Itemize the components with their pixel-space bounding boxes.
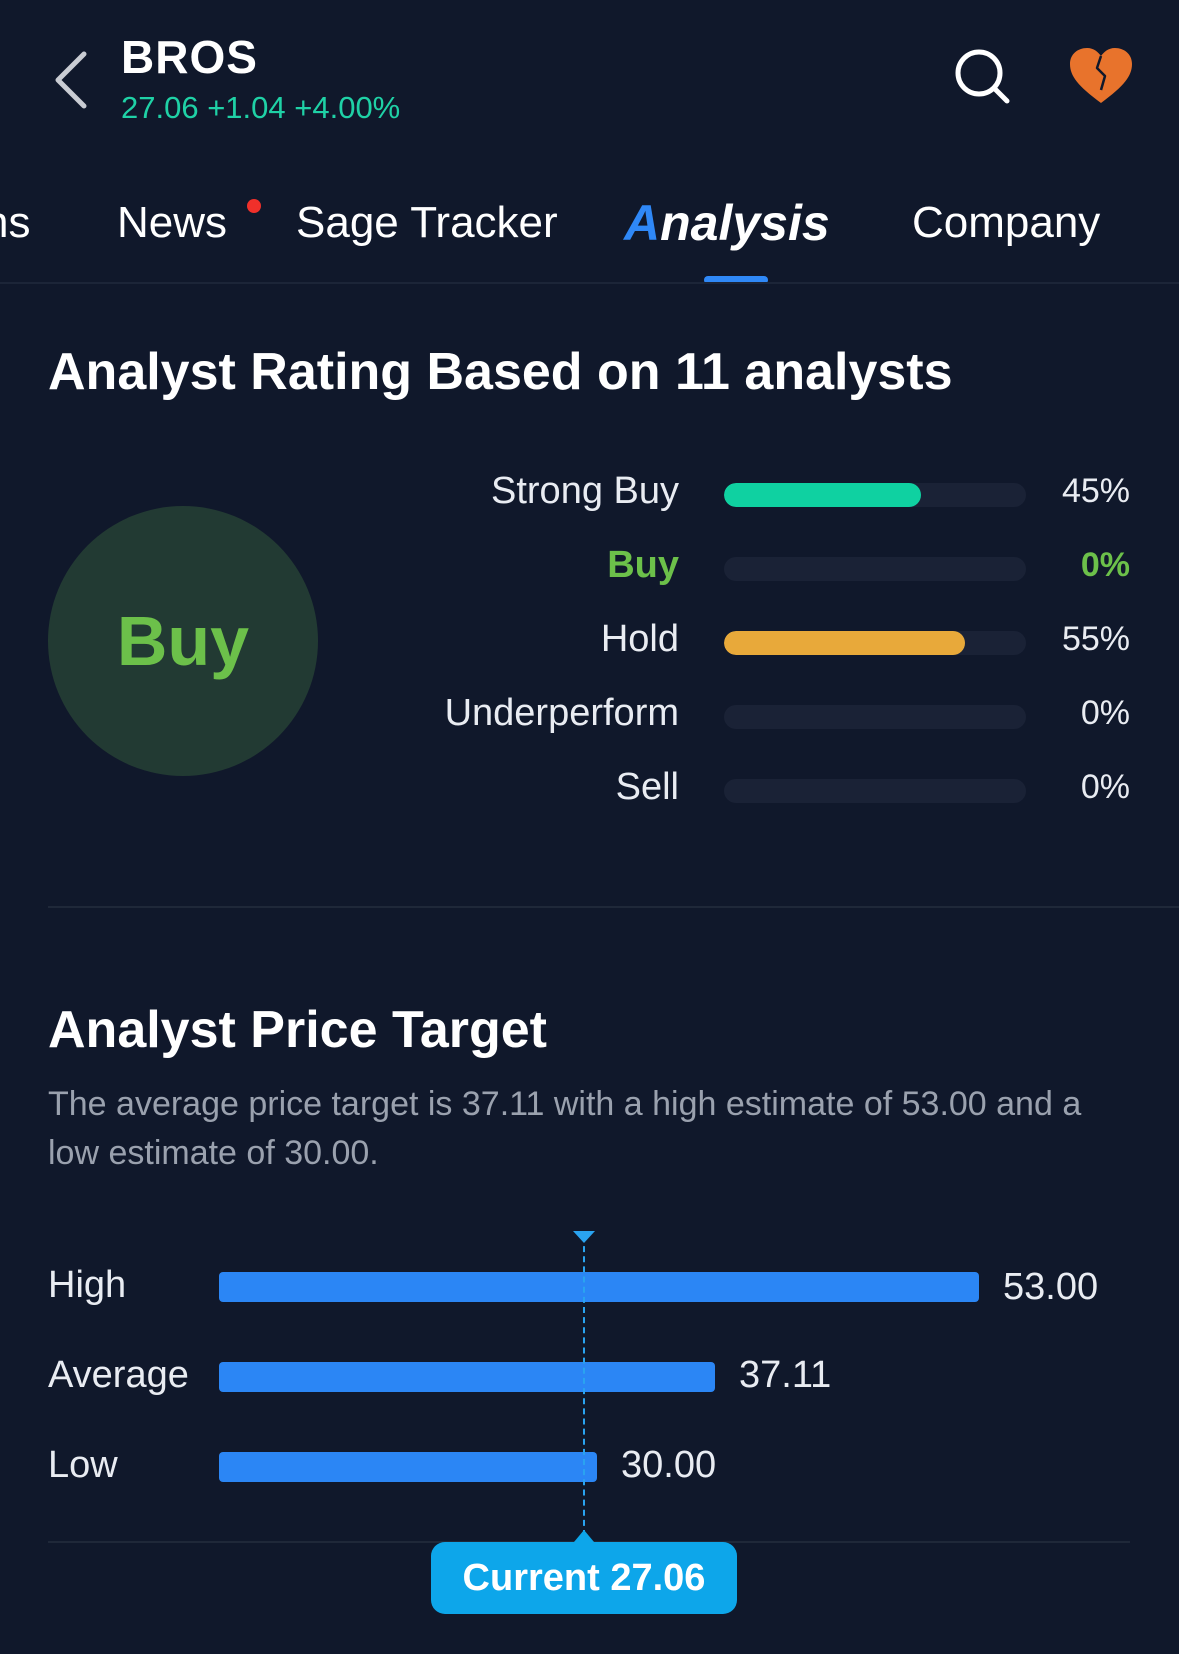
chevron-left-icon: [55, 51, 87, 109]
tab-news[interactable]: News: [117, 198, 228, 247]
price-target-description: The average price target is 37.11 with a…: [48, 1085, 1082, 1172]
price-quote: 27.06 +1.04 +4.00%: [121, 90, 401, 125]
rating-label: Underperform: [444, 692, 679, 734]
back-button[interactable]: [50, 48, 94, 112]
rating-value: 45%: [1061, 472, 1130, 510]
price-target-bar-low: [219, 1452, 597, 1482]
price-target-value-average: 37.11: [739, 1354, 832, 1396]
price-target-label-high: High: [48, 1264, 127, 1306]
current-price-pill-tip: [574, 1530, 594, 1542]
rating-row: Underperform 0%: [380, 692, 1140, 742]
tab-company[interactable]: Company: [912, 198, 1101, 247]
price-target-bar-high: [219, 1272, 979, 1302]
tab-analysis-first-letter: A: [624, 195, 661, 251]
rating-value: 0%: [1080, 694, 1130, 732]
rating-section-title: Analyst Rating Based on 11 analysts: [48, 343, 953, 401]
price-target-label-low: Low: [48, 1444, 118, 1486]
tab-sage-tracker[interactable]: Sage Tracker: [296, 198, 558, 247]
current-price-label: Current 27.06: [431, 1542, 737, 1614]
rating-fill: [724, 483, 921, 507]
rating-track: [724, 705, 1026, 729]
tab-analysis-rest: nalysis: [660, 195, 830, 251]
tab-partial[interactable]: ns: [0, 198, 31, 247]
consensus-badge: Buy: [48, 506, 318, 776]
rating-track: [724, 779, 1026, 803]
rating-track: [724, 483, 1026, 507]
rating-value: 55%: [1061, 620, 1130, 658]
rating-row: Hold 55%: [380, 618, 1140, 668]
price-target-value-high: 53.00: [1003, 1266, 1099, 1308]
heart-icon: [1070, 48, 1132, 103]
rating-row: Buy 0%: [380, 544, 1140, 594]
rating-label: Strong Buy: [491, 470, 679, 512]
rating-fill: [724, 631, 965, 655]
search-button[interactable]: [952, 46, 1012, 106]
ticker-symbol: BROS: [121, 31, 258, 83]
header: BROS 27.06 +1.04 +4.00%: [0, 0, 1179, 150]
rating-row: Sell 0%: [380, 766, 1140, 816]
rating-label: Sell: [615, 766, 679, 808]
rating-track: [724, 631, 1026, 655]
rating-value: 0%: [1080, 546, 1130, 584]
active-tab-indicator: [704, 276, 768, 282]
unread-dot-icon: [247, 199, 261, 213]
search-icon: [955, 49, 1010, 104]
rating-value: 0%: [1080, 768, 1130, 806]
tab-analysis[interactable]: Analysis: [624, 194, 830, 252]
favorite-button[interactable]: [1068, 46, 1134, 106]
price-target-title: Analyst Price Target: [48, 1001, 548, 1059]
rating-row: Strong Buy 45%: [380, 470, 1140, 520]
price-target-value-low: 30.00: [621, 1444, 717, 1486]
tab-bar: ns News Sage Tracker Analysis Company: [0, 180, 1179, 284]
current-price-line: [583, 1236, 585, 1536]
rating-track: [724, 557, 1026, 581]
price-target-label-average: Average: [48, 1354, 189, 1396]
section-divider: [48, 906, 1179, 908]
rating-label: Hold: [600, 618, 679, 660]
rating-label: Buy: [607, 544, 679, 586]
price-target-bar-average: [219, 1362, 715, 1392]
